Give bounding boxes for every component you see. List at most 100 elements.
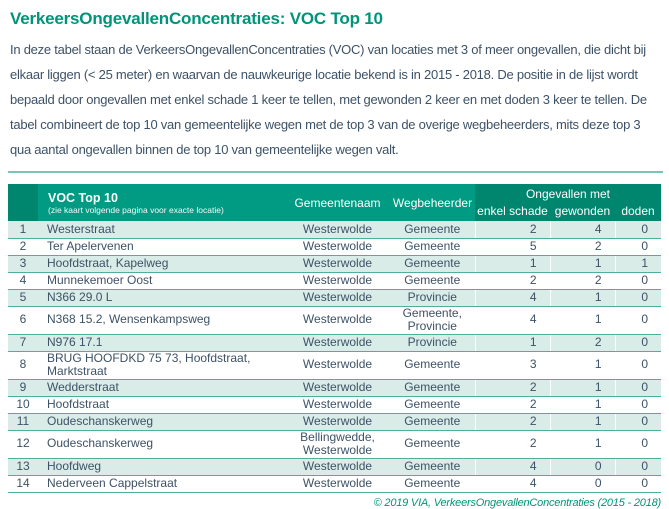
municipality-cell: Westerwolde <box>285 396 390 414</box>
table-row: 7 N976 17.1 Westerwolde Provincie 1 2 0 <box>8 334 661 352</box>
rank-cell: 10 <box>8 396 38 414</box>
fatalities-cell: 0 <box>614 475 661 493</box>
municipality-cell: Westerwolde <box>285 351 390 380</box>
location-cell: N976 17.1 <box>38 334 285 352</box>
location-cell: Ter Apelervenen <box>38 238 285 256</box>
municipality-cell: Bellingwedde, Westerwolde <box>285 430 390 459</box>
authority-cell: Gemeente <box>390 413 475 431</box>
voc-top10-table: VOC Top 10 (zie kaart volgende pagina vo… <box>8 184 661 493</box>
table-row: 1 Westerstraat Westerwolde Gemeente 2 4 … <box>8 221 661 239</box>
rank-cell: 9 <box>8 379 38 397</box>
injured-cell: 1 <box>549 413 615 431</box>
rank-cell: 14 <box>8 475 38 493</box>
authority-cell: Gemeente <box>390 396 475 414</box>
damage-only-cell: 5 <box>474 238 550 256</box>
injured-cell: 1 <box>549 396 615 414</box>
rank-cell: 6 <box>8 306 38 335</box>
damage-only-cell: 4 <box>474 306 550 335</box>
damage-only-cell: 1 <box>474 255 550 273</box>
municipality-cell: Westerwolde <box>285 289 390 307</box>
table-body: 1 Westerstraat Westerwolde Gemeente 2 4 … <box>8 221 661 493</box>
injured-column-header: gewonden <box>550 203 615 221</box>
injured-cell: 0 <box>549 475 615 493</box>
fatalities-cell: 1 <box>614 255 661 273</box>
rank-cell: 3 <box>8 255 38 273</box>
location-cell: Wedderstraat <box>38 379 285 397</box>
damage-only-cell: 2 <box>474 430 550 459</box>
damage-only-cell: 2 <box>474 221 550 239</box>
municipality-cell: Westerwolde <box>285 458 390 476</box>
rank-cell: 7 <box>8 334 38 352</box>
damage-only-cell: 2 <box>474 379 550 397</box>
rank-cell: 2 <box>8 238 38 256</box>
authority-cell: Gemeente <box>390 379 475 397</box>
authority-cell: Gemeente <box>390 238 475 256</box>
injured-cell: 0 <box>549 458 615 476</box>
injured-cell: 1 <box>549 430 615 459</box>
accidents-group-header: Ongevallen met <box>475 184 661 203</box>
copyright-footer: © 2019 VIA, VerkeersOngevallenConcentrat… <box>373 496 662 509</box>
table-row: 2 Ter Apelervenen Westerwolde Gemeente 5… <box>8 238 661 256</box>
damage-only-cell: 1 <box>474 334 550 352</box>
location-cell: N366 29.0 L <box>38 289 285 307</box>
location-cell: Hoofdstraat, Kapelweg <box>38 255 285 273</box>
injured-cell: 1 <box>549 289 615 307</box>
fatalities-cell: 0 <box>614 334 661 352</box>
location-column-header: VOC Top 10 (zie kaart volgende pagina vo… <box>38 184 285 221</box>
location-cell: Oudeschanskerweg <box>38 413 285 431</box>
injured-cell: 1 <box>549 351 615 380</box>
table-row: 9 Wedderstraat Westerwolde Gemeente 2 1 … <box>8 379 661 397</box>
location-cell: Westerstraat <box>38 221 285 239</box>
municipality-cell: Westerwolde <box>285 255 390 273</box>
authority-cell: Provincie <box>390 289 475 307</box>
damage-only-cell: 2 <box>474 413 550 431</box>
location-cell: Oudeschanskerweg <box>38 430 285 459</box>
injured-cell: 4 <box>549 221 615 239</box>
municipality-cell: Westerwolde <box>285 379 390 397</box>
authority-cell: Gemeente <box>390 351 475 380</box>
authority-cell: Gemeente <box>390 221 475 239</box>
table-header: VOC Top 10 (zie kaart volgende pagina vo… <box>8 184 661 221</box>
damage-only-cell: 4 <box>474 458 550 476</box>
fatalities-cell: 0 <box>614 272 661 290</box>
municipality-cell: Westerwolde <box>285 334 390 352</box>
rank-cell: 4 <box>8 272 38 290</box>
location-cell: N368 15.2, Wensenkampsweg <box>38 306 285 335</box>
injured-cell: 1 <box>549 379 615 397</box>
fatalities-cell: 0 <box>614 396 661 414</box>
damage-only-cell: 2 <box>474 396 550 414</box>
injured-cell: 1 <box>549 255 615 273</box>
municipality-cell: Westerwolde <box>285 272 390 290</box>
fatalities-cell: 0 <box>614 413 661 431</box>
rank-cell: 13 <box>8 458 38 476</box>
fatalities-cell: 0 <box>614 238 661 256</box>
table-row: 4 Munnekemoer Oost Westerwolde Gemeente … <box>8 272 661 290</box>
municipality-cell: Westerwolde <box>285 221 390 239</box>
road-authority-column-header: Wegbeheerder <box>390 184 475 221</box>
injured-cell: 2 <box>549 334 615 352</box>
location-cell: Munnekemoer Oost <box>38 272 285 290</box>
damage-only-column-header: enkel schade <box>475 203 550 221</box>
municipality-cell: Westerwolde <box>285 238 390 256</box>
municipality-column-header: Gemeentenaam <box>285 184 390 221</box>
authority-cell: Gemeente <box>390 272 475 290</box>
table-row: 14 Nederveen Cappelstraat Westerwolde Ge… <box>8 475 661 493</box>
location-header-title: VOC Top 10 <box>48 191 118 205</box>
fatalities-cell: 0 <box>614 379 661 397</box>
intro-paragraph: In deze tabel staan de VerkeersOngevalle… <box>10 42 647 157</box>
location-cell: BRUG HOOFDKD 75 73, Hoofdstraat, Marktst… <box>38 351 285 380</box>
fatalities-cell: 0 <box>614 458 661 476</box>
section-divider <box>8 171 663 173</box>
table-row: 13 Hoofdweg Westerwolde Gemeente 4 0 0 <box>8 458 661 476</box>
rank-column-header <box>8 184 38 221</box>
municipality-cell: Westerwolde <box>285 306 390 335</box>
table-row: 12 Oudeschanskerweg Bellingwedde, Wester… <box>8 430 661 459</box>
authority-cell: Gemeente <box>390 255 475 273</box>
damage-only-cell: 4 <box>474 475 550 493</box>
table-row: 10 Hoofdstraat Westerwolde Gemeente 2 1 … <box>8 396 661 414</box>
municipality-cell: Westerwolde <box>285 475 390 493</box>
authority-cell: Gemeente <box>390 430 475 459</box>
table-row: 8 BRUG HOOFDKD 75 73, Hoofdstraat, Markt… <box>8 351 661 380</box>
authority-cell: Gemeente <box>390 475 475 493</box>
